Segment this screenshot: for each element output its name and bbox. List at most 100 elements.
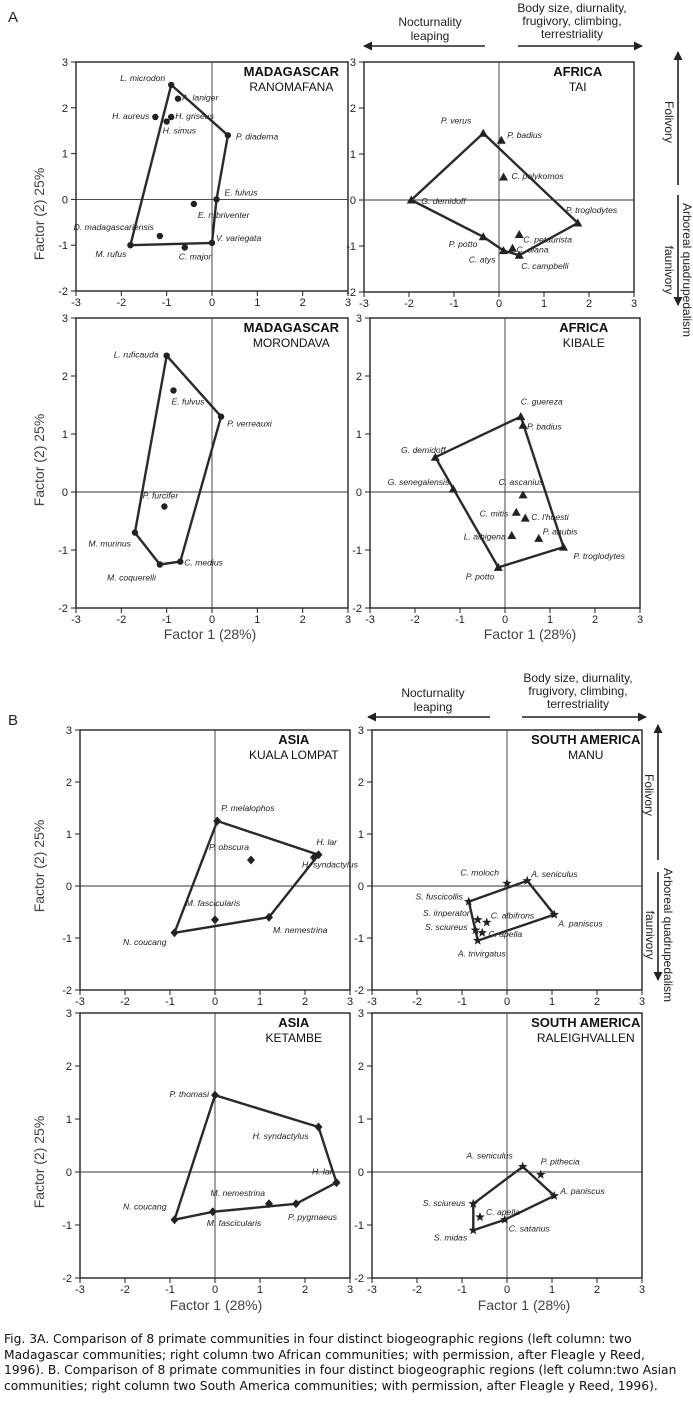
point-label: H. syndactylus — [302, 859, 359, 869]
x-tick-label: -3 — [367, 996, 377, 1008]
point-label: C. moloch — [460, 867, 499, 877]
section-label-b: B — [8, 712, 18, 729]
arrow-right-label-b-line2: frugivory, climbing, — [528, 684, 627, 698]
y-tick-label: -1 — [58, 240, 68, 252]
x-tick-label: 3 — [347, 996, 353, 1008]
arrow-right-label-b-line1: Body size, diurnality, — [523, 671, 632, 685]
point-label: H. lar — [317, 837, 339, 847]
point-label: S. sciureus — [423, 1198, 466, 1208]
point-label: C. medius — [184, 558, 223, 568]
x-tick-label: -2 — [410, 614, 420, 626]
point-label: P. troglodytes — [566, 205, 618, 215]
y-tick-label: 3 — [358, 725, 364, 737]
y-tick-label: 0 — [62, 487, 68, 499]
legend-arrows-a: Nocturnality leaping Body size, diurnali… — [363, 1, 693, 337]
point-label: C. apella — [488, 929, 522, 939]
y-tick-label: 0 — [62, 194, 68, 206]
data-point — [472, 914, 483, 924]
point-label: H. lar — [312, 1167, 334, 1177]
x-tick-label: -2 — [120, 1284, 130, 1296]
data-point — [190, 200, 198, 208]
point-label: P. diadema — [236, 131, 279, 141]
data-point — [534, 533, 544, 542]
point-label: C. major — [179, 251, 213, 261]
data-point — [168, 81, 175, 89]
y-tick-label: -2 — [58, 286, 68, 298]
y-tick-label: -2 — [58, 603, 68, 615]
data-point — [508, 243, 517, 252]
x-tick-label: 0 — [212, 996, 218, 1008]
x-tick-label: 1 — [549, 1284, 555, 1296]
x-tick-label: -1 — [455, 614, 465, 626]
panel-madagascar-morondava: -3 -2 -1 0 1 2 33210-1-2MADAGASCARMORONDAVAL. … — [58, 313, 351, 626]
point-label: S. midas — [434, 1232, 468, 1242]
point-label: C. ascanius — [499, 477, 545, 487]
point-label: C. guereza — [521, 397, 563, 407]
data-point — [463, 896, 474, 906]
point-label: C. l'hoesti — [531, 512, 570, 522]
xlabel-a-left: Factor 1 (28%) — [164, 626, 257, 642]
point-label: D. madagascariensis — [74, 222, 155, 232]
data-point — [518, 420, 528, 429]
y-tick-label: 3 — [358, 1008, 364, 1020]
y-tick-label: 0 — [350, 195, 356, 207]
point-label: P. badius — [507, 130, 542, 140]
ylabel-b2: Factor (2) 25% — [31, 1116, 47, 1209]
point-label: P. anubis — [543, 526, 578, 536]
data-point — [549, 909, 560, 919]
data-point — [265, 1199, 273, 1209]
data-point — [211, 1090, 219, 1100]
point-label: E. rubriventer — [198, 210, 251, 220]
x-tick-label: 1 — [549, 996, 555, 1008]
y-tick-label: -2 — [346, 287, 356, 299]
x-tick-label: -3 — [71, 297, 81, 309]
arrow-left-label-b-line1: Nocturnality — [401, 686, 464, 700]
data-point — [499, 172, 508, 181]
point-label: S. sciureus — [425, 922, 468, 932]
point-label: M. rufus — [95, 249, 127, 259]
y-tick-label: 2 — [62, 371, 68, 383]
y-tick-label: 3 — [66, 725, 72, 737]
figure-caption: Fig. 3A. Comparison of 8 primate communi… — [4, 1332, 677, 1393]
data-point — [217, 413, 225, 420]
x-tick-label: 1 — [257, 1284, 263, 1296]
y-tick-label: -2 — [354, 1273, 364, 1285]
x-tick-label: -3 — [365, 614, 375, 626]
data-point — [430, 452, 440, 461]
point-label: P. badius — [527, 421, 562, 431]
section-label-a: A — [8, 9, 18, 26]
point-label: A. seniculus — [465, 1151, 513, 1161]
panel-site-title: MORONDAVA — [253, 336, 330, 350]
arrow-right-label-line2: frugivory, climbing, — [522, 14, 621, 28]
xlabel-b-left: Factor 1 (28%) — [170, 1297, 263, 1313]
y-tick-label: -2 — [62, 985, 72, 997]
x-tick-label: -1 — [449, 298, 459, 310]
x-tick-label: 3 — [637, 614, 643, 626]
y-tick-label: -1 — [62, 933, 72, 945]
data-point — [332, 1178, 341, 1188]
x-tick-label: 1 — [254, 614, 260, 626]
x-tick-label: 1 — [257, 996, 263, 1008]
panel-region-title: MADAGASCAR — [244, 64, 340, 79]
y-tick-label: 2 — [350, 103, 356, 115]
x-tick-label: 0 — [496, 298, 502, 310]
arrow-right-label-line1: Body size, diurnality, — [517, 1, 626, 15]
data-point — [127, 242, 134, 249]
x-tick-label: -1 — [165, 1284, 175, 1296]
x-tick-label: 3 — [347, 1284, 353, 1296]
data-point — [406, 195, 416, 204]
data-point — [559, 542, 568, 551]
y-tick-label: 3 — [62, 313, 68, 325]
community-hull — [173, 1093, 338, 1221]
arrow-up-label: Folivory — [662, 101, 676, 143]
panel-site-title: KIBALE — [563, 336, 605, 350]
point-label: E. fulvus — [225, 187, 259, 197]
axis-titles: Factor (2) 25% Factor (2) 25% Factor 1 (… — [31, 168, 576, 1313]
x-tick-label: -1 — [457, 1284, 467, 1296]
point-label: V. variegata — [216, 233, 261, 243]
point-label: P. melalophos — [221, 803, 275, 813]
data-point — [181, 244, 188, 251]
